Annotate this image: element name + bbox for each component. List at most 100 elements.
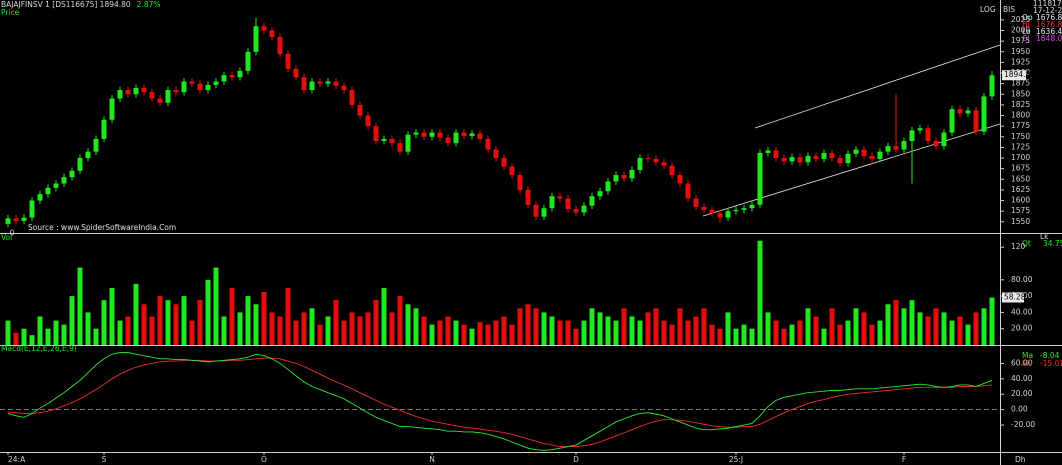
legend-readout: -8.04: [1040, 351, 1060, 360]
x-unit-label: Dh: [1015, 455, 1026, 464]
volume-bar: [741, 324, 747, 345]
volume-bar: [797, 320, 803, 345]
candle-body: [661, 162, 667, 166]
candle-body: [173, 90, 179, 93]
volume-bar: [701, 308, 707, 345]
volume-bar: [237, 312, 243, 345]
volume-bar: [93, 328, 99, 345]
trend-line: [754, 44, 1001, 129]
volume-bar: [917, 312, 923, 345]
candle-body: [981, 96, 987, 132]
volume-bar: [605, 316, 611, 345]
volume-bar: [629, 316, 635, 345]
volume-bar: [885, 304, 891, 345]
volume-bar: [77, 267, 83, 345]
last-volume: 58.28: [1004, 293, 1026, 302]
candle-body: [13, 218, 19, 221]
candle-body: [485, 138, 491, 150]
candle-body: [813, 155, 819, 159]
macd-line: [7, 357, 993, 448]
candle-body: [781, 158, 787, 162]
volume-bar: [973, 312, 979, 345]
volume-bar: [189, 320, 195, 345]
y-tick-label: 1675: [1011, 164, 1030, 173]
volume-bar: [949, 320, 955, 345]
volume-bar: [21, 328, 27, 345]
candle-body: [117, 90, 123, 99]
y-tick-label: 1550: [1011, 217, 1030, 226]
volume-bar: [685, 320, 691, 345]
candle-body: [581, 205, 587, 213]
candle-body: [381, 138, 387, 142]
candle-body: [333, 81, 339, 86]
volume-bar: [197, 300, 203, 345]
candle-body: [213, 81, 219, 85]
candle-body: [293, 68, 299, 78]
candle-body: [517, 175, 523, 190]
y-tick-label: 1925: [1011, 57, 1030, 66]
volume-bar: [133, 283, 139, 345]
candle-body: [309, 81, 315, 91]
volume-bar: [157, 296, 163, 345]
volume-bar: [693, 316, 699, 345]
y-tick-label: 1975: [1011, 36, 1030, 45]
volume-bar: [477, 322, 483, 345]
annotation: 0: [10, 228, 15, 237]
qt-value: 34.75: [1043, 239, 1062, 248]
candle-body: [749, 204, 755, 209]
candle-body: [613, 175, 619, 182]
candle-body: [901, 141, 907, 150]
x-tick-label: O: [261, 455, 267, 464]
candle-body: [629, 169, 635, 179]
y-tick-label: 1950: [1011, 47, 1030, 56]
volume-bar: [533, 308, 539, 345]
candle-body: [437, 132, 443, 138]
volume-bar: [5, 320, 11, 345]
volume-bar: [821, 328, 827, 345]
volume-bar: [333, 300, 339, 345]
unit-label: Lk: [1040, 232, 1049, 241]
candle-body: [741, 208, 747, 210]
legend-readout: -15.01: [1040, 359, 1062, 368]
volume-bar: [117, 320, 123, 345]
volume-bar: [173, 304, 179, 345]
candle-body: [109, 98, 115, 120]
chart-title: BAJAJFINSV 1 [DS116675] 1894.80: [1, 0, 131, 9]
candle-body: [469, 133, 475, 136]
volume-bar: [461, 324, 467, 345]
volume-bar: [405, 304, 411, 345]
candle-body: [869, 155, 875, 159]
volume-bar: [293, 320, 299, 345]
candle-body: [53, 183, 59, 188]
candle-body: [221, 75, 227, 82]
candle-body: [245, 51, 251, 71]
candle-body: [933, 141, 939, 147]
volume-bar: [645, 312, 651, 345]
volume-bar: [733, 328, 739, 345]
volume-box: [1002, 292, 1024, 303]
candle-body: [445, 137, 451, 144]
volume-bar: [213, 267, 219, 345]
x-tick-label: 24:A: [8, 455, 26, 464]
volume-bar: [941, 312, 947, 345]
volume-bar: [325, 316, 331, 345]
volume-bar: [653, 308, 659, 345]
volume-bar: [637, 320, 643, 345]
volume-bar: [181, 296, 187, 345]
candle-body: [365, 115, 371, 127]
info: 11181747: [1033, 0, 1062, 8]
scale-label: LOG: [980, 5, 996, 14]
change: 2.87%: [137, 0, 161, 9]
candle-body: [925, 128, 931, 142]
y-tick-label: 20.00: [1011, 324, 1033, 333]
volume-bar: [789, 324, 795, 345]
candle-body: [357, 104, 363, 116]
legend-name: Mv: [1022, 359, 1033, 368]
volume-bar: [69, 296, 75, 345]
volume-bar: [365, 312, 371, 345]
volume-bar: [813, 316, 819, 345]
candle-body: [893, 146, 899, 150]
candle-body: [261, 26, 267, 31]
candle-body: [773, 150, 779, 159]
volume-bar: [269, 312, 275, 345]
